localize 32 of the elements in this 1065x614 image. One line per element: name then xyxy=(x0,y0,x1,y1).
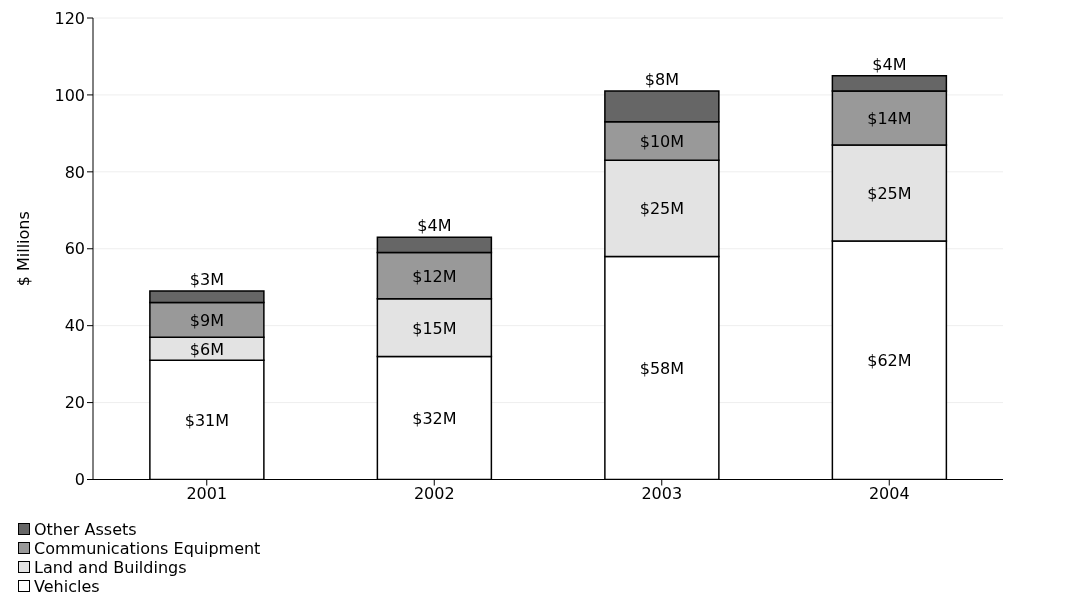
y-tick-label: 100 xyxy=(54,85,85,105)
y-axis-title: $ Millions xyxy=(13,211,33,287)
legend-label: Communications Equipment xyxy=(34,538,261,558)
x-tick-label: 2003 xyxy=(641,483,683,503)
x-tick-label: 2004 xyxy=(868,483,910,503)
data-label: $9M xyxy=(189,310,224,330)
data-label: $6M xyxy=(189,339,224,359)
legend-label: Land and Buildings xyxy=(34,557,187,577)
data-label: $10M xyxy=(639,132,685,152)
data-label: $31M xyxy=(184,410,230,430)
data-label: $14M xyxy=(867,108,912,128)
data-label: $58M xyxy=(639,358,685,378)
data-label: $3M xyxy=(189,270,224,290)
y-tick-label: 80 xyxy=(64,162,85,182)
y-tick-label: 0 xyxy=(74,470,85,490)
data-label: $12M xyxy=(412,266,457,286)
legend-label: Other Assets xyxy=(34,519,137,539)
data-label: $32M xyxy=(412,408,457,428)
x-tick-label: 2002 xyxy=(413,483,455,503)
data-label: $62M xyxy=(867,351,912,371)
data-label: $25M xyxy=(639,199,685,219)
data-label: $4M xyxy=(417,216,452,236)
y-tick-label: 20 xyxy=(64,393,85,413)
data-label: $15M xyxy=(412,318,457,338)
x-tick-label: 2001 xyxy=(186,483,228,503)
data-label: $8M xyxy=(644,70,679,90)
data-label: $25M xyxy=(867,183,912,203)
y-tick-label: 120 xyxy=(54,8,85,28)
legend-label: Vehicles xyxy=(34,576,100,596)
y-tick-label: 60 xyxy=(64,239,85,259)
y-tick-label: 40 xyxy=(64,316,85,336)
data-label: $4M xyxy=(872,54,907,74)
